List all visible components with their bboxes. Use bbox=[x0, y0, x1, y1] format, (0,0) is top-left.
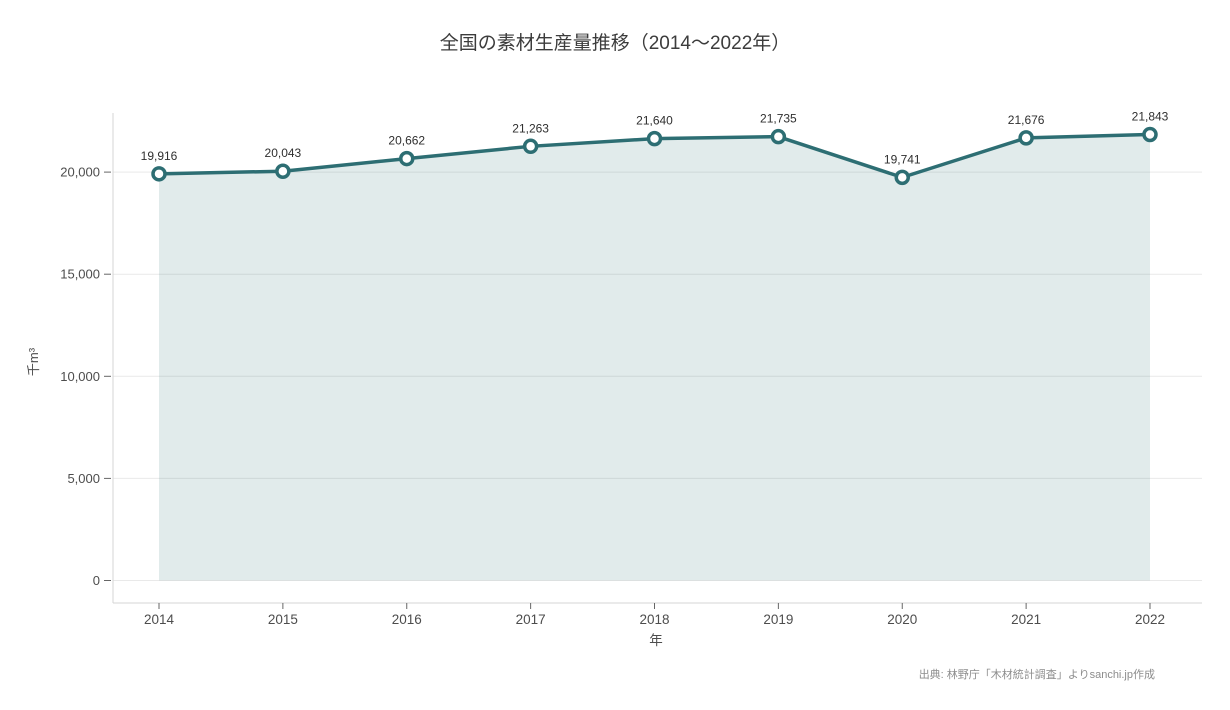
data-label: 21,843 bbox=[1132, 109, 1169, 123]
x-axis-title: 年 bbox=[649, 633, 663, 648]
x-tick-label: 2015 bbox=[268, 612, 298, 627]
y-tick-label: 20,000 bbox=[60, 165, 100, 180]
data-point[interactable] bbox=[522, 138, 539, 155]
data-label: 19,916 bbox=[141, 149, 178, 163]
x-tick-label: 2019 bbox=[763, 612, 793, 627]
data-point[interactable] bbox=[399, 150, 415, 167]
data-label: 21,735 bbox=[760, 112, 797, 126]
y-tick-label: 0 bbox=[93, 573, 100, 588]
data-label: 21,263 bbox=[512, 121, 549, 135]
data-point[interactable] bbox=[1018, 130, 1034, 146]
x-tick-label: 2017 bbox=[516, 612, 546, 627]
data-point[interactable] bbox=[275, 163, 291, 179]
y-axis-title: 千m³ bbox=[26, 347, 41, 376]
x-tick-label: 2014 bbox=[144, 612, 175, 627]
y-tick-label: 10,000 bbox=[60, 369, 100, 384]
x-tick-label: 2016 bbox=[392, 612, 422, 627]
x-tick-label: 2022 bbox=[1135, 612, 1165, 627]
source-note: 出典: 林野庁「木材統計調査」よりsanchi.jp作成 bbox=[918, 669, 1155, 681]
data-point[interactable] bbox=[646, 130, 663, 147]
data-point[interactable] bbox=[894, 169, 910, 186]
x-tick-label: 2020 bbox=[887, 612, 917, 627]
data-label: 19,741 bbox=[884, 152, 921, 166]
area-fill bbox=[159, 134, 1150, 581]
y-tick-label: 15,000 bbox=[60, 267, 100, 282]
x-tick-label: 2021 bbox=[1011, 612, 1041, 627]
data-label: 20,043 bbox=[265, 146, 302, 160]
data-label: 21,676 bbox=[1008, 113, 1045, 127]
data-point[interactable] bbox=[770, 128, 787, 145]
data-label: 20,662 bbox=[388, 134, 425, 148]
chart-title: 全国の素材生産量推移（2014～2022年） bbox=[439, 33, 791, 54]
data-label: 21,640 bbox=[636, 114, 673, 128]
x-tick-label: 2018 bbox=[639, 612, 669, 627]
y-tick-label: 5,000 bbox=[67, 471, 100, 486]
data-point[interactable] bbox=[1142, 126, 1158, 143]
data-point[interactable] bbox=[151, 166, 167, 182]
